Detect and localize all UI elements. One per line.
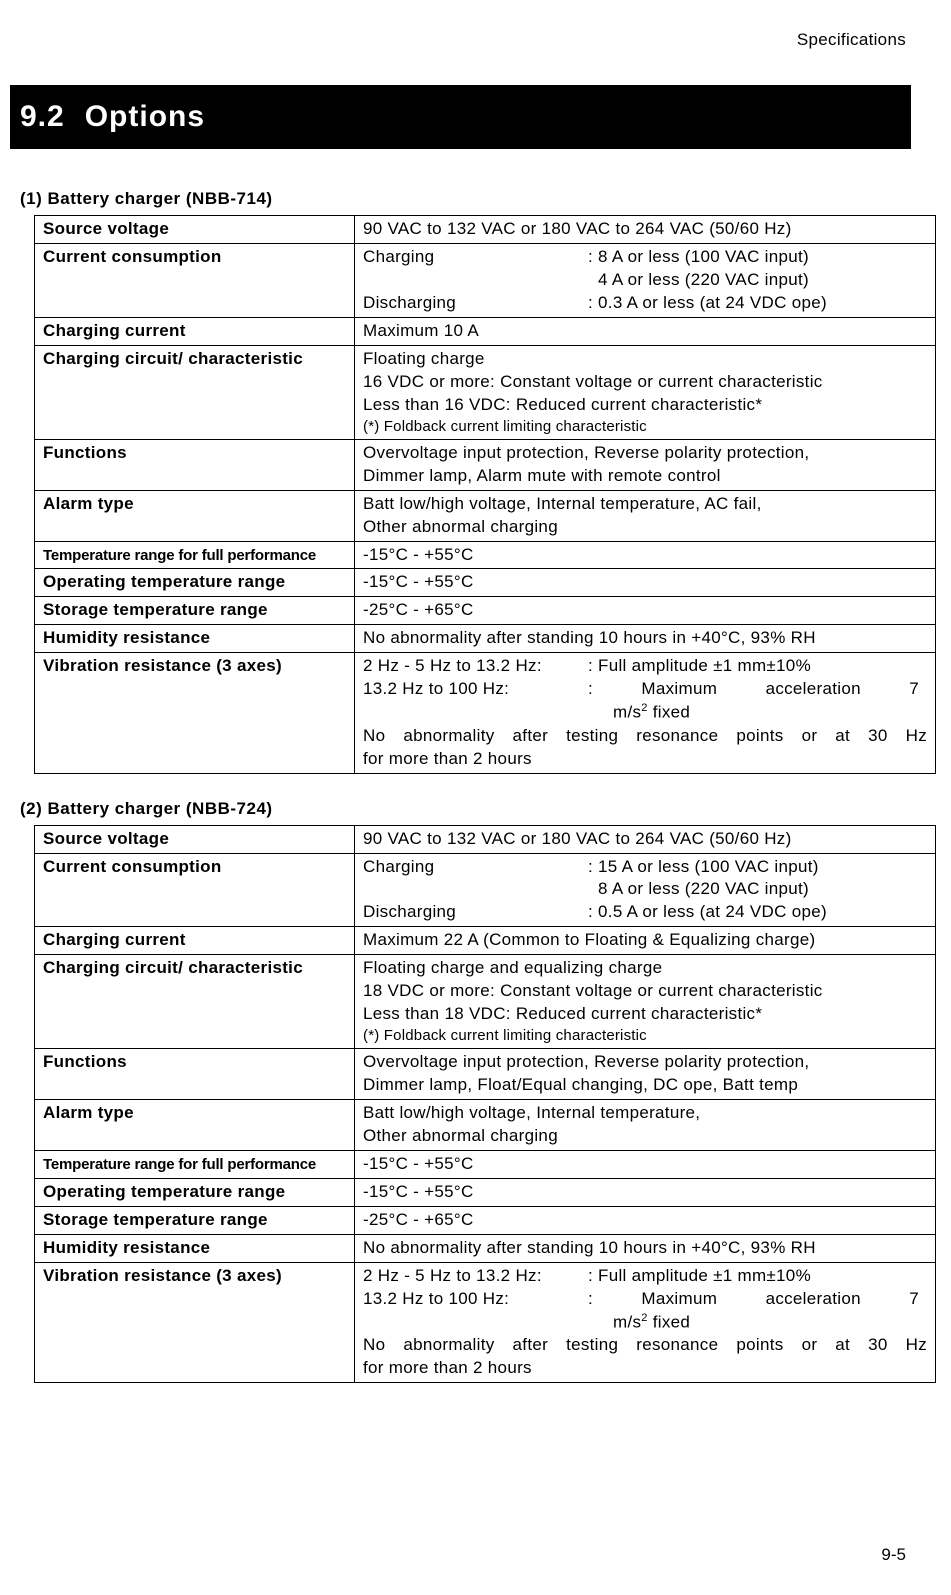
table-row: FunctionsOvervoltage input protection, R… xyxy=(35,439,936,490)
spec-value: Batt low/high voltage, Internal temperat… xyxy=(355,490,936,541)
spec-value: -15°C - +55°C xyxy=(355,1179,936,1207)
table-row: Charging circuit/ characteristicFloating… xyxy=(35,955,936,1049)
spec-value: Floating charge and equalizing charge18 … xyxy=(355,955,936,1049)
spec-value: Floating charge16 VDC or more: Constant … xyxy=(355,345,936,439)
table-caption: (2) Battery charger (NBB-724) xyxy=(20,799,911,819)
spec-key: Functions xyxy=(35,439,355,490)
table-row: Source voltage90 VAC to 132 VAC or 180 V… xyxy=(35,825,936,853)
spec-value: Batt low/high voltage, Internal temperat… xyxy=(355,1100,936,1151)
spec-key: Alarm type xyxy=(35,490,355,541)
spec-key: Temperature range for full performance xyxy=(35,1151,355,1179)
spec-value: 2 Hz - 5 Hz to 13.2 Hz:: Full amplitude … xyxy=(355,1262,936,1382)
spec-key: Charging current xyxy=(35,927,355,955)
spec-key: Storage temperature range xyxy=(35,1206,355,1234)
table-row: FunctionsOvervoltage input protection, R… xyxy=(35,1049,936,1100)
spec-value: No abnormality after standing 10 hours i… xyxy=(355,1234,936,1262)
spec-value: 90 VAC to 132 VAC or 180 VAC to 264 VAC … xyxy=(355,216,936,244)
spec-value: -15°C - +55°C xyxy=(355,541,936,569)
table-row: Charging currentMaximum 10 A xyxy=(35,317,936,345)
spec-key: Charging circuit/ characteristic xyxy=(35,955,355,1049)
spec-value: Maximum 22 A (Common to Floating & Equal… xyxy=(355,927,936,955)
table-row: Temperature range for full performance-1… xyxy=(35,541,936,569)
spec-value: Charging: 15 A or less (100 VAC input) 8… xyxy=(355,853,936,927)
spec-key: Alarm type xyxy=(35,1100,355,1151)
table-row: Storage temperature range-25°C - +65°C xyxy=(35,597,936,625)
spec-value: Charging: 8 A or less (100 VAC input) 4 … xyxy=(355,243,936,317)
table-row: Operating temperature range-15°C - +55°C xyxy=(35,1179,936,1207)
table-row: Operating temperature range-15°C - +55°C xyxy=(35,569,936,597)
table-row: Humidity resistanceNo abnormality after … xyxy=(35,625,936,653)
spec-key: Charging current xyxy=(35,317,355,345)
spec-key: Operating temperature range xyxy=(35,1179,355,1207)
spec-key: Vibration resistance (3 axes) xyxy=(35,1262,355,1382)
spec-key: Temperature range for full performance xyxy=(35,541,355,569)
spec-value: No abnormality after standing 10 hours i… xyxy=(355,625,936,653)
table-row: Charging circuit/ characteristicFloating… xyxy=(35,345,936,439)
spec-value: Overvoltage input protection, Reverse po… xyxy=(355,1049,936,1100)
table-row: Vibration resistance (3 axes)2 Hz - 5 Hz… xyxy=(35,653,936,773)
section-number: 9.2 xyxy=(20,100,65,133)
table-caption: (1) Battery charger (NBB-714) xyxy=(20,189,911,209)
spec-value: -25°C - +65°C xyxy=(355,1206,936,1234)
spec-key: Current consumption xyxy=(35,853,355,927)
spec-key: Source voltage xyxy=(35,216,355,244)
spec-key: Current consumption xyxy=(35,243,355,317)
spec-value: -25°C - +65°C xyxy=(355,597,936,625)
spec-key: Storage temperature range xyxy=(35,597,355,625)
spec-table: Source voltage90 VAC to 132 VAC or 180 V… xyxy=(34,825,936,1384)
table-row: Source voltage90 VAC to 132 VAC or 180 V… xyxy=(35,216,936,244)
table-row: Alarm typeBatt low/high voltage, Interna… xyxy=(35,490,936,541)
spec-value: -15°C - +55°C xyxy=(355,1151,936,1179)
spec-value: 90 VAC to 132 VAC or 180 VAC to 264 VAC … xyxy=(355,825,936,853)
table-row: Storage temperature range-25°C - +65°C xyxy=(35,1206,936,1234)
spec-key: Operating temperature range xyxy=(35,569,355,597)
spec-key: Charging circuit/ characteristic xyxy=(35,345,355,439)
table-row: Temperature range for full performance-1… xyxy=(35,1151,936,1179)
tables-container: (1) Battery charger (NBB-714) Source volt… xyxy=(10,189,911,1383)
section-heading: 9.2 Options xyxy=(10,85,911,149)
spec-key: Humidity resistance xyxy=(35,1234,355,1262)
spec-value: Overvoltage input protection, Reverse po… xyxy=(355,439,936,490)
spec-key: Vibration resistance (3 axes) xyxy=(35,653,355,773)
table-row: Current consumptionCharging: 8 A or less… xyxy=(35,243,936,317)
spec-key: Humidity resistance xyxy=(35,625,355,653)
header-label: Specifications xyxy=(10,30,906,50)
page-number: 9-5 xyxy=(881,1545,906,1565)
section-title: Options xyxy=(85,100,205,133)
spec-value: Maximum 10 A xyxy=(355,317,936,345)
spec-table: Source voltage90 VAC to 132 VAC or 180 V… xyxy=(34,215,936,774)
spec-value: 2 Hz - 5 Hz to 13.2 Hz:: Full amplitude … xyxy=(355,653,936,773)
table-row: Humidity resistanceNo abnormality after … xyxy=(35,1234,936,1262)
table-row: Alarm typeBatt low/high voltage, Interna… xyxy=(35,1100,936,1151)
table-row: Vibration resistance (3 axes)2 Hz - 5 Hz… xyxy=(35,1262,936,1382)
page: Specifications 9.2 Options (1) Battery ch… xyxy=(0,0,951,1595)
table-row: Charging currentMaximum 22 A (Common to … xyxy=(35,927,936,955)
spec-key: Source voltage xyxy=(35,825,355,853)
table-row: Current consumptionCharging: 15 A or les… xyxy=(35,853,936,927)
spec-key: Functions xyxy=(35,1049,355,1100)
spec-value: -15°C - +55°C xyxy=(355,569,936,597)
